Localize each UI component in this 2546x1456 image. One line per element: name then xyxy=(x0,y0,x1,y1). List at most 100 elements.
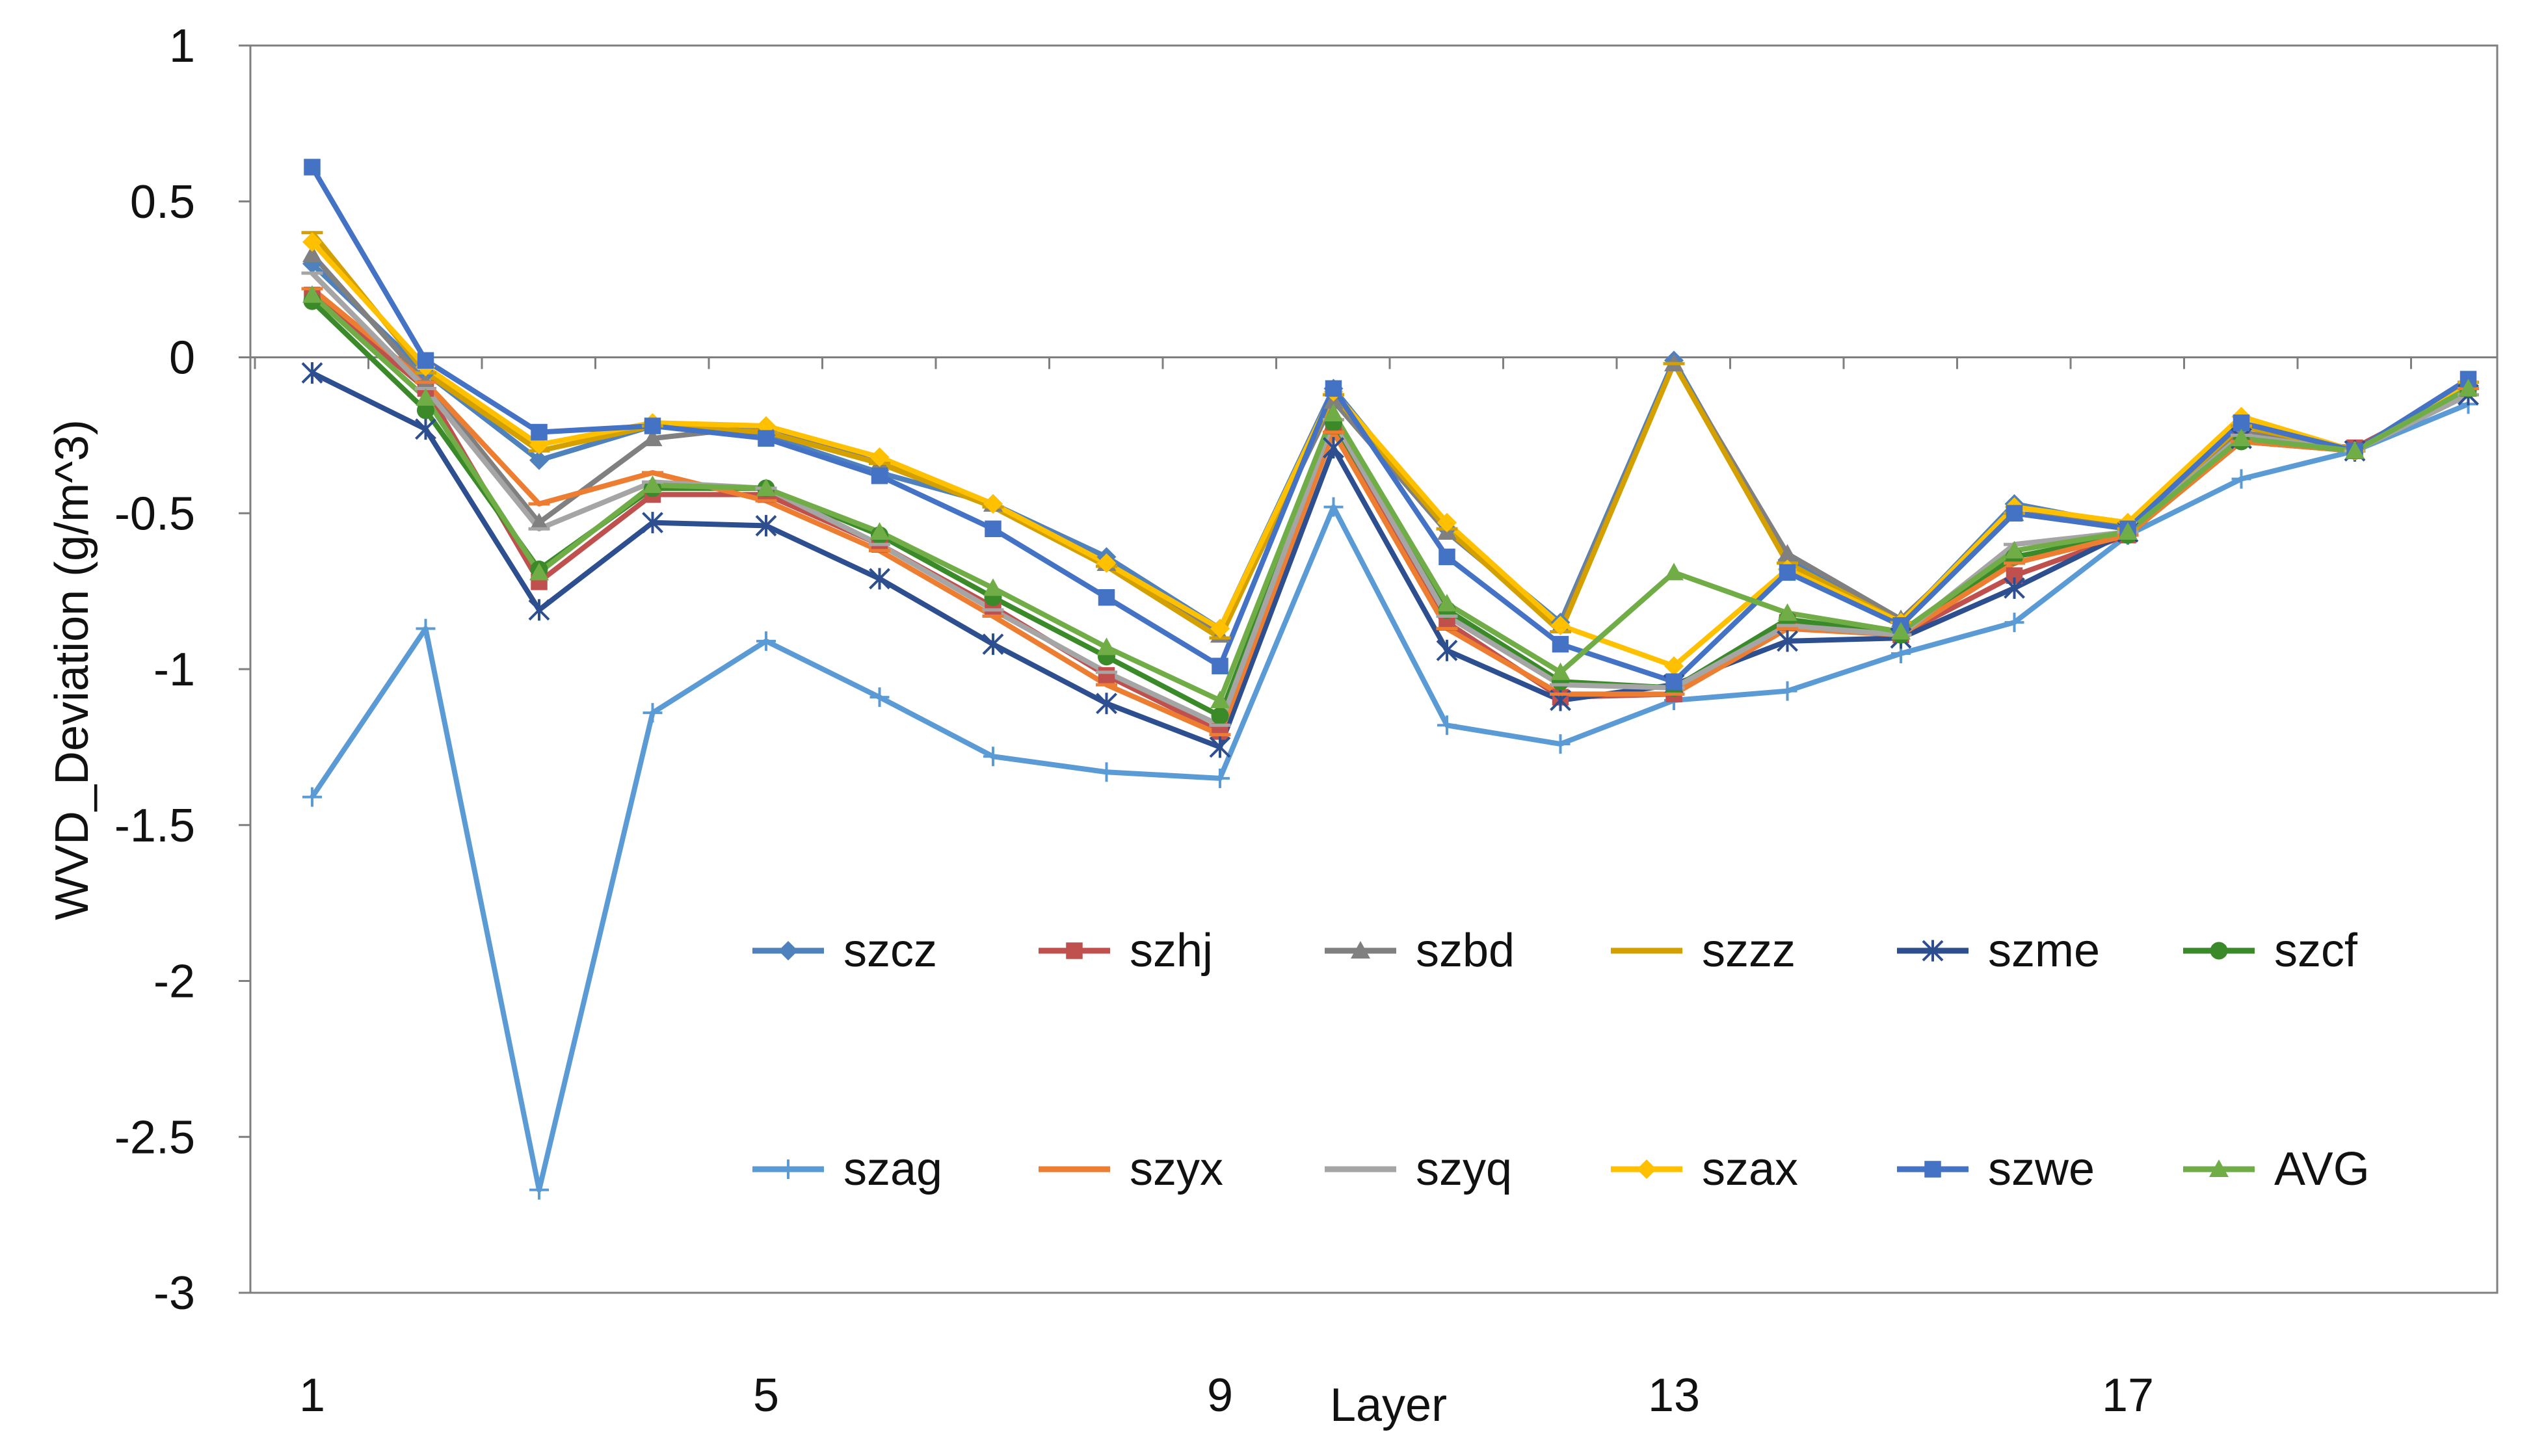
x-tick-label: 9 xyxy=(1207,1370,1233,1422)
y-tick-label: 0.5 xyxy=(130,176,195,228)
x-tick-label: 5 xyxy=(753,1370,779,1422)
legend-label-szax: szax xyxy=(1702,1143,1798,1195)
legend-marker-szcf xyxy=(2210,942,2228,960)
data-point-AVG xyxy=(1210,690,1230,708)
legend-label-szag: szag xyxy=(843,1143,942,1195)
legend-marker-szhj xyxy=(1066,942,1083,959)
legend-marker-szme xyxy=(1922,940,1944,962)
data-point-AVG xyxy=(869,522,890,540)
data-point-szwe xyxy=(2233,414,2250,431)
data-point-AVG xyxy=(2231,429,2251,447)
data-point-szwe xyxy=(985,520,1001,537)
data-point-AVG xyxy=(529,563,549,581)
series-line-szwe xyxy=(310,165,2470,685)
data-point-szwe xyxy=(1325,380,1342,397)
data-point-szme xyxy=(755,514,777,536)
x-tick-label: 13 xyxy=(1648,1370,1700,1422)
legend-label-szcf: szcf xyxy=(2274,925,2358,977)
legend-marker-szag xyxy=(778,1159,798,1179)
y-tick-labels: 1 0.5 0 -0.5 -1 -1.5 -2 -2.5 -3 xyxy=(114,20,195,1319)
legend-marker-szbd xyxy=(1351,941,1370,959)
data-point-AVG xyxy=(1437,594,1457,612)
legend-label-szwe: szwe xyxy=(1988,1143,2095,1195)
data-point-AVG xyxy=(983,578,1003,596)
data-point-szme xyxy=(869,568,890,590)
data-point-szwe xyxy=(531,423,548,441)
data-point-szme xyxy=(982,633,1004,655)
x-tick-label: 17 xyxy=(2102,1370,2154,1422)
data-point-szwe xyxy=(644,417,661,434)
data-point-szag xyxy=(2004,613,2024,633)
data-point-AVG xyxy=(1550,662,1571,680)
y-tick-marks xyxy=(239,44,250,1294)
data-point-szax xyxy=(302,232,322,252)
data-point-szag xyxy=(756,631,776,651)
data-point-szme xyxy=(2004,577,2025,599)
legend-label-AVG: AVG xyxy=(2274,1143,2370,1195)
data-point-szwe xyxy=(1439,548,1455,566)
legend-label-szyx: szyx xyxy=(1130,1143,1223,1195)
data-point-AVG xyxy=(416,388,436,406)
legend: szcz szhj szbd szzz szme szcf szag szyx szyq szax… xyxy=(752,925,2370,1195)
data-point-AVG xyxy=(1891,622,1911,640)
x-tick-labels: 1 5 9 13 17 xyxy=(299,1370,2154,1422)
y-tick-label: -1 xyxy=(153,644,195,696)
data-point-AVG xyxy=(1777,603,1797,621)
data-point-szax xyxy=(1437,512,1457,533)
data-point-szwe xyxy=(1098,589,1115,606)
data-point-szwe xyxy=(304,159,321,176)
data-point-AVG xyxy=(756,478,776,496)
data-point-szag xyxy=(869,687,890,708)
data-point-AVG xyxy=(643,475,663,494)
data-point-szag xyxy=(643,703,663,723)
legend-label-szme: szme xyxy=(1988,925,2100,977)
data-point-szhj xyxy=(1098,667,1115,684)
y-tick-label: -3 xyxy=(153,1267,195,1319)
data-point-szax xyxy=(869,447,890,467)
legend-label-szzz: szzz xyxy=(1702,925,1796,977)
legend-label-szhj: szhj xyxy=(1130,925,1213,977)
data-point-szme xyxy=(528,599,550,621)
data-point-szwe xyxy=(1779,564,1796,581)
x-tick-label: 1 xyxy=(299,1370,325,1422)
data-point-szax xyxy=(1664,656,1684,676)
series-line-AVG xyxy=(310,293,2470,703)
data-point-szme xyxy=(1096,693,1117,715)
data-point-szbd xyxy=(529,512,549,531)
data-point-szbd xyxy=(1777,544,1797,562)
data-point-szbd xyxy=(302,245,322,263)
data-point-szme xyxy=(642,512,663,534)
data-point-szwe xyxy=(758,430,775,447)
legend-marker-szwe xyxy=(1924,1161,1941,1178)
y-tick-label: 0 xyxy=(169,332,195,384)
data-point-szag xyxy=(1096,762,1117,782)
data-point-szme xyxy=(415,418,436,440)
legend-label-szbd: szbd xyxy=(1416,925,1515,977)
legend-marker-szax xyxy=(1637,1159,1656,1179)
y-tick-label: -2.5 xyxy=(114,1111,195,1163)
data-point-szag xyxy=(1210,768,1230,788)
data-point-AVG xyxy=(1664,563,1684,581)
data-point-szbd xyxy=(643,429,663,447)
x-axis-zero-line xyxy=(250,356,2497,369)
data-point-szcf xyxy=(417,401,434,419)
series-lines xyxy=(310,165,2470,1193)
data-point-szcz xyxy=(529,450,549,470)
data-point-AVG xyxy=(2004,540,2024,559)
data-point-szme xyxy=(1777,630,1798,652)
data-point-szax xyxy=(1210,618,1230,639)
data-point-szme xyxy=(1323,437,1344,459)
data-point-szag xyxy=(529,1180,549,1200)
y-axis-title: WVD_Deviation (g/m^3) xyxy=(46,419,98,920)
legend-marker-AVG xyxy=(2209,1159,2229,1177)
data-point-AVG xyxy=(1323,403,1344,421)
data-point-szwe xyxy=(2006,505,2023,522)
data-point-szag xyxy=(2231,469,2251,489)
y-tick-label: -0.5 xyxy=(114,488,195,540)
data-point-szme xyxy=(1209,736,1231,758)
data-point-AVG xyxy=(2458,378,2478,397)
data-point-AVG xyxy=(302,285,322,303)
data-point-szax xyxy=(1096,553,1117,573)
